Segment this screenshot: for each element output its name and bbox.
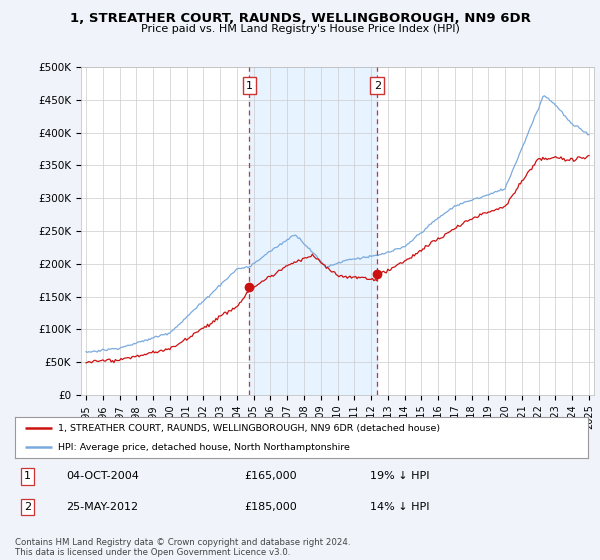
Bar xyxy=(250,67,377,395)
Text: Price paid vs. HM Land Registry's House Price Index (HPI): Price paid vs. HM Land Registry's House … xyxy=(140,24,460,34)
Text: 14% ↓ HPI: 14% ↓ HPI xyxy=(370,502,430,512)
Text: 19% ↓ HPI: 19% ↓ HPI xyxy=(370,472,430,482)
Text: 1, STREATHER COURT, RAUNDS, WELLINGBOROUGH, NN9 6DR (detached house): 1, STREATHER COURT, RAUNDS, WELLINGBOROU… xyxy=(58,424,440,433)
Text: 2: 2 xyxy=(24,502,31,512)
Text: 2: 2 xyxy=(374,81,381,91)
Text: 1: 1 xyxy=(246,81,253,91)
Text: 1, STREATHER COURT, RAUNDS, WELLINGBOROUGH, NN9 6DR: 1, STREATHER COURT, RAUNDS, WELLINGBOROU… xyxy=(70,12,530,25)
Text: 04-OCT-2004: 04-OCT-2004 xyxy=(67,472,139,482)
Text: £165,000: £165,000 xyxy=(244,472,297,482)
Text: 1: 1 xyxy=(24,472,31,482)
Text: Contains HM Land Registry data © Crown copyright and database right 2024.
This d: Contains HM Land Registry data © Crown c… xyxy=(15,538,350,557)
Text: 25-MAY-2012: 25-MAY-2012 xyxy=(67,502,139,512)
Text: £185,000: £185,000 xyxy=(244,502,297,512)
Text: HPI: Average price, detached house, North Northamptonshire: HPI: Average price, detached house, Nort… xyxy=(58,443,350,452)
